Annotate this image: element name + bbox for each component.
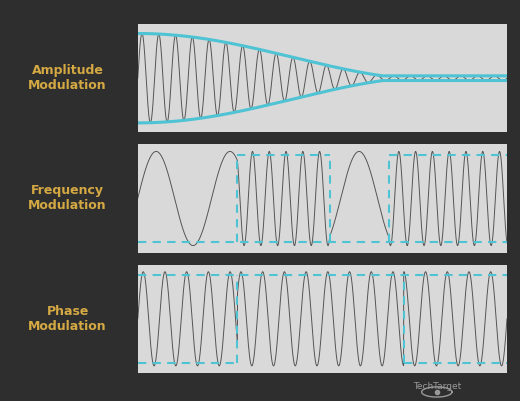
Text: Phase
Modulation: Phase Modulation [28, 305, 107, 333]
Text: Frequency
Modulation: Frequency Modulation [28, 184, 107, 213]
Text: TechTarget: TechTarget [413, 382, 461, 391]
Text: Amplitude
Modulation: Amplitude Modulation [28, 64, 107, 92]
